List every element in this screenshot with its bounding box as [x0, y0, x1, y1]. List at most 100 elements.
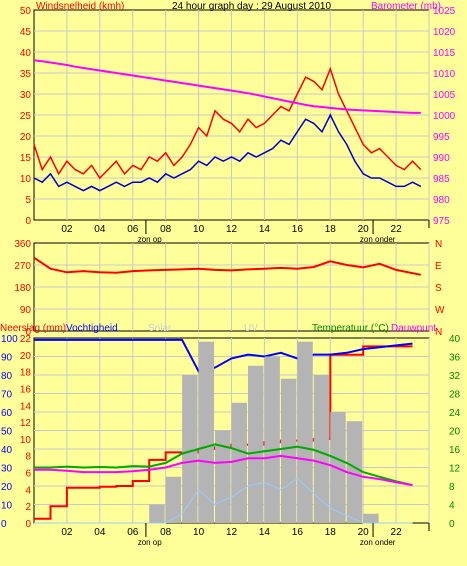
solar-bar [313, 375, 330, 523]
panel1-xtick-label: 08 [160, 224, 172, 235]
panel3-ytick-right: 4 [449, 501, 455, 512]
humidity-label: Vochtigheid [66, 323, 118, 334]
panel1-xtick-label: 16 [292, 224, 304, 235]
panel1-ytick-right: 975 [433, 216, 450, 227]
panel3-xtick-label: 18 [325, 527, 337, 538]
grid-panel2 [34, 243, 430, 331]
panel1-xtick-label: 18 [325, 224, 337, 235]
panel2-ytick-right: S [435, 283, 442, 294]
panel1-ytick-right: 990 [433, 153, 450, 164]
panel3-humidity-tick: 80 [1, 371, 13, 382]
panel1-xtick-label: 06 [127, 224, 139, 235]
panel1-ytick-left: 40 [20, 48, 32, 59]
series-barometer [33, 59, 421, 114]
panel1-ytick-right: 1000 [433, 111, 456, 122]
tick-labels: 0510152025303540455097598098599099510001… [1, 6, 461, 547]
panel3-humidity-tick: 50 [1, 427, 13, 438]
panel2-ytick-right: E [435, 261, 442, 272]
panel3-rain-tick: 12 [20, 418, 32, 429]
dewpoint-label: Dauwpunt [391, 323, 436, 334]
panel3-ytick-right: 24 [449, 408, 461, 419]
panel1-ytick-right: 1010 [433, 69, 456, 80]
panel3-rain-tick: 18 [20, 368, 32, 379]
panel2-ytick-left: 360 [14, 239, 31, 250]
panel1-xtick-label: 22 [391, 224, 403, 235]
panel3-xtick-label: 06 [127, 527, 139, 538]
panel3-rain-tick: 8 [25, 452, 31, 463]
panel1-xtick-label: 10 [193, 224, 205, 235]
panel3-xtick-label: 10 [193, 527, 205, 538]
panel3-marks [34, 338, 413, 524]
panel1-xtick-label: 12 [226, 224, 238, 235]
panel3-ytick-right: 16 [449, 445, 461, 456]
series-uv [34, 477, 413, 524]
panel3-humidity-tick: 90 [1, 353, 13, 364]
panel1-marks [33, 59, 422, 192]
panel3-rain-tick: 2 [25, 502, 31, 513]
temperature-label: Temperatuur (°C) [312, 323, 389, 334]
solar-bar [297, 341, 313, 523]
chart-title: 24 hour graph day : 29 August 2010 [172, 1, 331, 12]
panel1-xtick-label: 04 [94, 224, 106, 235]
panel2-ytick-left: 90 [20, 305, 32, 316]
panel1-ytick-right: 1025 [433, 6, 456, 17]
panel3-sunset-label: zon onder [360, 538, 396, 547]
panel3-humidity-tick: 0 [1, 519, 7, 530]
panel3-rain-tick: 16 [20, 384, 32, 395]
uv-label: UV [244, 323, 258, 334]
series-temperature [34, 443, 413, 487]
panel1-ytick-right: 980 [433, 195, 450, 206]
panel3-rain-tick: 14 [20, 401, 32, 412]
panel3-rain-tick: 4 [25, 485, 31, 496]
panel2-ytick-right: W [435, 305, 445, 316]
solar-bar [198, 341, 215, 523]
series-wind_gust [33, 66, 422, 180]
panel3-xtick-label: 08 [160, 527, 172, 538]
panel3-rain-tick: 0 [25, 519, 31, 530]
panel1-sunset-label: zon onder [360, 235, 396, 244]
panel1-ytick-left: 30 [20, 90, 32, 101]
panel1-left-label: Windsnelheid (kmh) [36, 1, 124, 12]
panel2-ytick-left: 0 [25, 327, 31, 338]
panel1-ytick-right: 1015 [433, 48, 456, 59]
series-rain [34, 345, 413, 520]
panel3-rain-tick: 20 [20, 351, 32, 362]
solar-label: Solar [148, 323, 172, 334]
panel1-ytick-left: 5 [25, 195, 31, 206]
solar-bar [280, 378, 297, 523]
series-humidity [34, 338, 413, 373]
panel3-humidity-tick: 20 [1, 482, 13, 493]
panel3-rain-tick: 6 [25, 469, 31, 480]
panel1-ytick-left: 45 [20, 27, 32, 38]
panel3-ytick-right: 28 [449, 390, 461, 401]
panel3-xtick-label: 20 [358, 527, 370, 538]
panel1-ytick-right: 985 [433, 174, 450, 185]
panel1-right-label: Barometer (mb) [371, 1, 441, 12]
panel3-humidity-tick: 10 [1, 501, 13, 512]
panel3-ytick-right: 40 [449, 334, 461, 345]
panel1-ytick-left: 20 [20, 132, 32, 143]
panel3-xtick-label: 22 [391, 527, 403, 538]
solar-bar [346, 421, 363, 523]
panel1-ytick-left: 15 [20, 153, 32, 164]
panel3-humidity-tick: 100 [1, 334, 18, 345]
panel1-ytick-right: 995 [433, 132, 450, 143]
solar-bar [182, 375, 198, 523]
panel3-xtick-label: 14 [259, 527, 271, 538]
panel3-ytick-right: 32 [449, 371, 461, 382]
panel3-humidity-tick: 60 [1, 408, 13, 419]
panel1-ytick-left: 25 [20, 111, 32, 122]
panel3-rain-tick: 10 [20, 435, 32, 446]
panel1-ytick-right: 1020 [433, 27, 456, 38]
panel3-ytick-right: 8 [449, 482, 455, 493]
panel3-ytick-right: 0 [449, 519, 455, 530]
panel1-ytick-left: 50 [20, 6, 32, 17]
panel1-xtick-label: 02 [61, 224, 73, 235]
solar-bar [215, 430, 231, 523]
panel1-sunrise-label: zon op [138, 235, 163, 244]
panel3-humidity-tick: 30 [1, 464, 13, 475]
solar-bar [165, 476, 182, 523]
panel3-ytick-right: 20 [449, 427, 461, 438]
panel1-ytick-left: 10 [20, 174, 32, 185]
panel2-ytick-left: 180 [14, 283, 31, 294]
